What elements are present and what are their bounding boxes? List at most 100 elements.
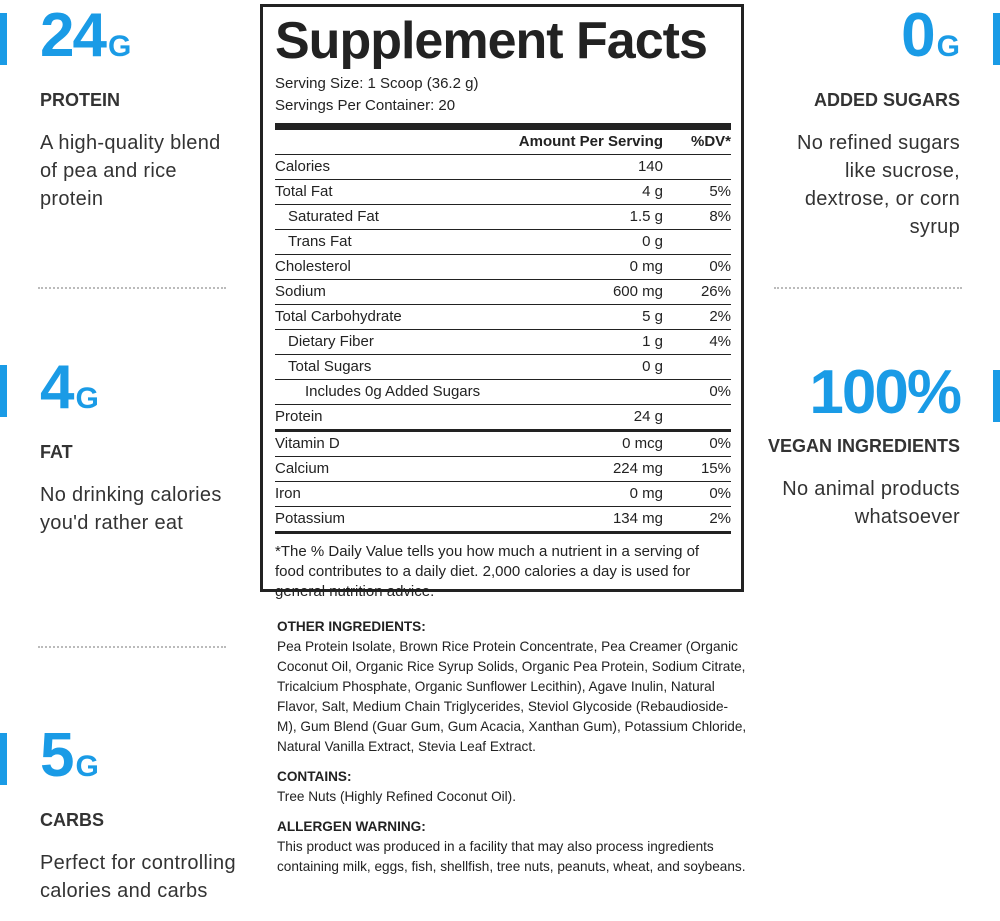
facts-row: Vitamin D 0 mcg 0%	[275, 429, 731, 456]
section-heading: CONTAINS:	[277, 769, 352, 784]
daily-value: 0%	[709, 383, 731, 400]
section-heading: ALLERGEN WARNING:	[277, 819, 426, 834]
feature: 24 G PROTEIN A high-quality blend of pea an…	[40, 5, 240, 213]
facts-row: Trans Fat 0 g	[275, 229, 731, 254]
amount: 0 mcg	[622, 435, 663, 452]
amount: 4 g	[642, 183, 663, 200]
dv-header: %DV*	[690, 133, 731, 150]
ingredients: OTHER INGREDIENTS: Pea Protein Isolate, B…	[277, 617, 747, 877]
accent-bar	[993, 370, 1000, 422]
amount: 0 mg	[629, 485, 663, 502]
divider	[38, 646, 226, 648]
nutrient: Includes 0g Added Sugars	[305, 383, 481, 400]
amount: 0 g	[642, 233, 663, 250]
facts-header: Amount Per Serving %DV*	[275, 123, 731, 154]
nutrient: Cholesterol	[275, 258, 351, 275]
servings-per-container: Servings Per Container: 20	[275, 97, 456, 114]
facts-row: Cholesterol 0 mg 0%	[275, 254, 731, 279]
section-text: Pea Protein Isolate, Brown Rice Protein …	[277, 639, 747, 754]
section-text: This product was produced in a facility …	[277, 839, 746, 874]
facts-row: Protein 24 g	[275, 404, 731, 429]
facts-row: Includes 0g Added Sugars 0%	[275, 379, 731, 404]
daily-value: 26%	[700, 283, 731, 300]
facts-row: Saturated Fat 1.5 g 8%	[275, 204, 731, 229]
nutrient: Total Fat	[275, 183, 333, 200]
daily-value: 2%	[709, 308, 731, 325]
section-heading: OTHER INGREDIENTS:	[277, 619, 426, 634]
nutrient: Potassium	[275, 510, 346, 527]
feature-value: 100%	[760, 362, 962, 424]
nutrient: Dietary Fiber	[288, 333, 374, 350]
daily-value	[663, 405, 731, 429]
feature-label: CARBS	[40, 810, 105, 830]
amount: 140	[637, 158, 663, 175]
feature-label: PROTEIN	[40, 90, 121, 110]
facts-row: Iron 0 mg 0%	[275, 481, 731, 506]
feature: 5 G CARBS Perfect for controlling calories …	[40, 725, 240, 905]
amount: 24 g	[633, 408, 663, 425]
daily-value: 2%	[709, 510, 731, 527]
accent-bar	[993, 13, 1000, 65]
facts-title: Supplement Facts	[275, 12, 708, 70]
value: 5	[40, 721, 75, 790]
feature-description: No drinking calories you'd rather eat	[40, 484, 222, 534]
daily-value	[663, 355, 731, 379]
feature-description: A high-quality blend of pea and rice pro…	[40, 132, 221, 210]
daily-value: 0%	[709, 435, 731, 452]
nutrient: Protein	[275, 408, 323, 425]
amount: 134 mg	[612, 510, 663, 527]
unit: G	[75, 750, 99, 783]
accent-bar	[0, 733, 7, 785]
feature-description: No animal products whatsoever	[782, 478, 960, 528]
daily-value: 8%	[709, 208, 731, 225]
section-text: Tree Nuts (Highly Refined Coconut Oil).	[277, 789, 516, 804]
unit: G	[107, 30, 132, 63]
feature: 4 G FAT No drinking calories you'd rather e…	[40, 357, 240, 537]
daily-value	[663, 155, 731, 179]
daily-value: 4%	[709, 333, 731, 350]
nutrient: Saturated Fat	[288, 208, 379, 225]
amount: 224 mg	[612, 460, 663, 477]
facts-row: Sodium 600 mg 26%	[275, 279, 731, 304]
amount: 0 g	[642, 358, 663, 375]
feature-value: 24 G	[40, 5, 240, 78]
facts-row: Calcium 224 mg 15%	[275, 456, 731, 481]
nutrient: Calcium	[275, 460, 330, 477]
value: 24	[40, 1, 107, 70]
unit: G	[75, 382, 99, 415]
footnote: *The % Daily Value tells you how much a …	[275, 531, 731, 602]
facts-row: Total Carbohydrate 5 g 2%	[275, 304, 731, 329]
unit: G	[936, 30, 960, 63]
value: 100%	[809, 358, 962, 427]
nutrient: Calories	[275, 158, 331, 175]
facts-row: Potassium 134 mg 2%	[275, 506, 731, 531]
nutrient: Iron	[275, 485, 301, 502]
amount: 1.5 g	[629, 208, 663, 225]
facts-row: Dietary Fiber 1 g 4%	[275, 329, 731, 354]
feature: 0 G ADDED SUGARS No refined sugars like suc…	[760, 5, 960, 241]
daily-value	[663, 230, 731, 254]
divider	[38, 287, 226, 289]
facts-row: Calories 140	[275, 154, 731, 179]
divider	[774, 287, 962, 289]
feature-label: FAT	[40, 442, 73, 462]
nutrient: Vitamin D	[275, 435, 340, 452]
facts-row: Total Sugars 0 g	[275, 354, 731, 379]
nutrient: Trans Fat	[288, 233, 352, 250]
amount: 0 mg	[629, 258, 663, 275]
daily-value: 0%	[709, 258, 731, 275]
amount	[543, 380, 663, 404]
accent-bar	[0, 365, 7, 417]
value: 4	[40, 353, 75, 422]
amount: 600 mg	[612, 283, 663, 300]
nutrient: Total Carbohydrate	[275, 308, 402, 325]
amount-header: Amount Per Serving	[518, 133, 663, 150]
accent-bar	[0, 13, 7, 65]
facts-row: Total Fat 4 g 5%	[275, 179, 731, 204]
value: 0	[901, 1, 936, 70]
facts-rows: Calories 140 Total Fat 4 g 5% Saturated Fat 1.…	[275, 154, 731, 531]
